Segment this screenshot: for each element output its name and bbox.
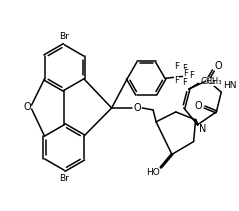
Text: Br: Br [59, 174, 69, 183]
Text: CH₃: CH₃ [201, 77, 216, 86]
Text: O: O [195, 101, 202, 111]
Text: F: F [182, 64, 187, 73]
Text: O: O [24, 102, 32, 112]
Text: O: O [134, 103, 141, 113]
Text: N: N [199, 124, 206, 134]
Text: F: F [182, 78, 187, 87]
Text: F: F [183, 69, 188, 78]
Text: F: F [189, 71, 194, 80]
Text: HO: HO [146, 168, 160, 177]
Text: F: F [174, 76, 179, 85]
Text: CH₃: CH₃ [206, 77, 222, 86]
Text: HN: HN [223, 81, 237, 90]
Text: F: F [174, 62, 179, 71]
Text: O: O [215, 61, 222, 72]
Text: Br: Br [59, 32, 69, 41]
